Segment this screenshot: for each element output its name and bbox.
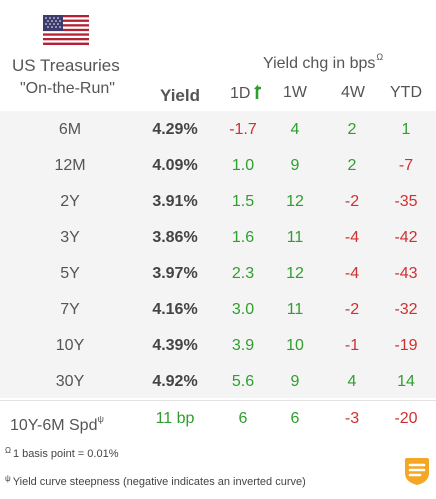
- spread-change-ytd: -20: [394, 410, 418, 427]
- table-row: 5Y 3.97% 2.3 12 -4 -43: [0, 256, 436, 291]
- change-1d-cell: 1.5: [231, 193, 255, 210]
- spread-change-1d: 6: [238, 410, 248, 427]
- change-1d-cell: 1.0: [231, 157, 255, 174]
- spread-label: 10Y-6M Spdψ: [10, 401, 140, 444]
- column-header-1d: 1D: [218, 84, 270, 103]
- footnote-steepness: ψ Yield curve steepness (negative indicat…: [5, 474, 306, 488]
- change-1w-cell: 11: [286, 229, 304, 246]
- spread-value: 11 bp: [155, 410, 195, 427]
- change-ytd-cell: -19: [394, 337, 418, 354]
- change-1w-cell: 9: [290, 373, 300, 390]
- change-4w-cell: 4: [347, 373, 357, 390]
- table-row: 6M 4.29% -1.7 4 2 1: [0, 112, 436, 147]
- change-ytd-cell: -43: [394, 265, 418, 282]
- maturity-cell: 12M: [54, 157, 86, 174]
- footnote-marker-psi: ψ: [5, 474, 11, 483]
- footnote-basis-point-text: 1 basis point = 0.01%: [12, 448, 119, 460]
- spread-change-4w: -3: [344, 410, 360, 427]
- change-4w-cell: -2: [344, 193, 360, 210]
- change-4w-cell: -1: [344, 337, 360, 354]
- yield-cell: 4.29%: [152, 121, 198, 138]
- column-header-1d-label: 1D: [230, 85, 251, 102]
- change-1w-cell: 9: [290, 157, 300, 174]
- change-1d-cell: -1.7: [229, 121, 257, 138]
- spread-row: 10Y-6M Spdψ 11 bp 6 6 -3 -20: [0, 400, 436, 437]
- change-1d-cell: 3.9: [231, 337, 255, 354]
- column-header-yield: Yield: [160, 86, 200, 105]
- change-ytd-cell: -32: [394, 301, 418, 318]
- yield-cell: 3.97%: [152, 265, 198, 282]
- change-ytd-cell: -42: [394, 229, 418, 246]
- yield-cell: 4.09%: [152, 157, 198, 174]
- change-1d-cell: 2.3: [231, 265, 255, 282]
- yield-cell: 4.39%: [152, 337, 198, 354]
- spread-change-1w: 6: [290, 410, 300, 427]
- turn-arrow-icon: [254, 84, 262, 99]
- table-row: 3Y 3.86% 1.6 11 -4 -42: [0, 220, 436, 255]
- change-4w-cell: -4: [344, 265, 360, 282]
- table-row: 12M 4.09% 1.0 9 2 -7: [0, 148, 436, 183]
- change-4w-cell: 2: [347, 157, 357, 174]
- widget-subtitle: "On-the-Run": [20, 80, 115, 97]
- psi-footnote-marker: ψ: [97, 414, 104, 424]
- change-1w-cell: 11: [286, 301, 304, 318]
- footnote-steepness-text: Yield curve steepness (negative indicate…: [12, 476, 306, 488]
- change-1w-cell: 12: [286, 265, 304, 282]
- yield-change-heading: Yield chg in bpsΩ: [263, 52, 383, 73]
- yield-cell: 3.91%: [152, 193, 198, 210]
- us-flag-icon: [43, 15, 89, 45]
- maturity-cell: 30Y: [55, 373, 85, 390]
- maturity-cell: 2Y: [60, 193, 80, 210]
- maturity-cell: 6M: [58, 121, 82, 138]
- change-1d-cell: 1.6: [231, 229, 255, 246]
- change-ytd-cell: -35: [394, 193, 418, 210]
- yield-change-heading-text: Yield chg in bps: [263, 55, 376, 72]
- table-row: 10Y 4.39% 3.9 10 -1 -19: [0, 328, 436, 363]
- yield-cell: 4.92%: [152, 373, 198, 390]
- change-1w-cell: 10: [286, 337, 304, 354]
- yield-cell: 4.16%: [152, 301, 198, 318]
- brand-logo-icon[interactable]: [404, 456, 430, 486]
- column-header-ytd: YTD: [390, 84, 422, 101]
- change-4w-cell: 2: [347, 121, 357, 138]
- column-header-4w: 4W: [341, 84, 365, 101]
- change-ytd-cell: 14: [397, 373, 415, 390]
- change-1d-cell: 3.0: [231, 301, 255, 318]
- footnote-marker-omega: Ω: [5, 446, 11, 455]
- table-row: 2Y 3.91% 1.5 12 -2 -35: [0, 184, 436, 219]
- yield-table: 6M 4.29% -1.7 4 2 1 12M 4.09% 1.0 9 2 -7…: [0, 111, 436, 398]
- column-header-1w: 1W: [283, 84, 307, 101]
- table-row: 30Y 4.92% 5.6 9 4 14: [0, 364, 436, 399]
- change-1w-cell: 12: [286, 193, 304, 210]
- change-ytd-cell: 1: [401, 121, 411, 138]
- change-1w-cell: 4: [290, 121, 300, 138]
- change-ytd-cell: -7: [398, 157, 414, 174]
- change-4w-cell: -2: [344, 301, 360, 318]
- maturity-cell: 5Y: [60, 265, 80, 282]
- change-4w-cell: -4: [344, 229, 360, 246]
- yield-cell: 3.86%: [152, 229, 198, 246]
- maturity-cell: 3Y: [60, 229, 80, 246]
- widget-title: US Treasuries: [12, 56, 120, 75]
- maturity-cell: 7Y: [60, 301, 80, 318]
- omega-footnote-marker: Ω: [376, 52, 384, 62]
- change-1d-cell: 5.6: [231, 373, 255, 390]
- table-row: 7Y 4.16% 3.0 11 -2 -32: [0, 292, 436, 327]
- maturity-cell: 10Y: [55, 337, 85, 354]
- spread-label-text: 10Y-6M Spd: [10, 417, 98, 434]
